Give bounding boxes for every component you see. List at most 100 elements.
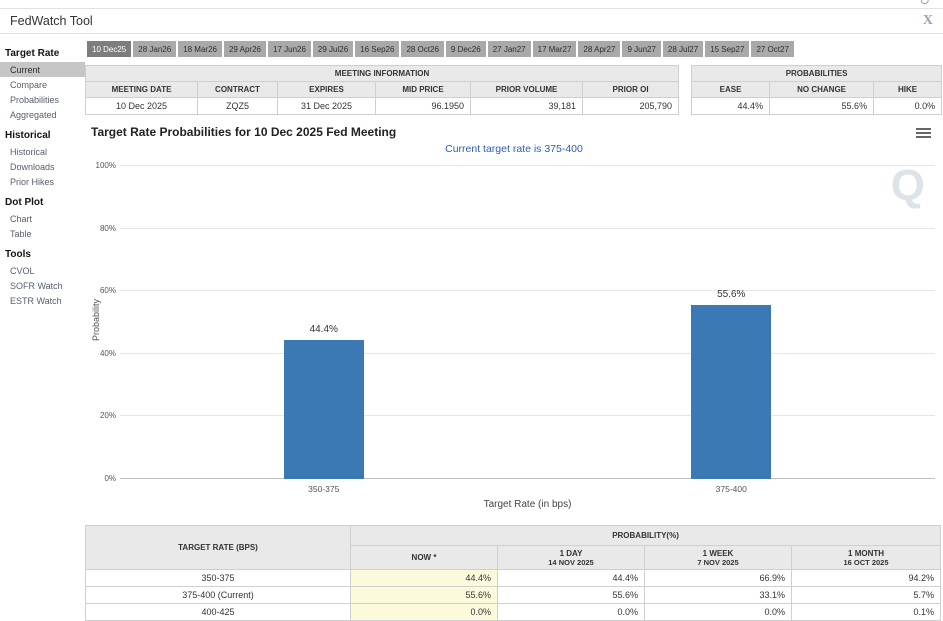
cell-target-rate: 400-425 [85, 603, 351, 621]
sidebar-item-downloads[interactable]: Downloads [10, 161, 55, 172]
cell-mid-price: 96.1950 [375, 97, 471, 115]
cell-probability: 66.9% [644, 569, 792, 587]
cell-probability: 0.0% [350, 603, 498, 621]
meeting-tab-16-sep26[interactable]: 16 Sep26 [355, 41, 400, 57]
sidebar-item-compare[interactable]: Compare [10, 79, 48, 90]
gridline [120, 478, 935, 479]
cell-no-change: 55.6% [769, 97, 875, 115]
cell-ease: 44.4% [691, 97, 771, 115]
sidebar-item-chart[interactable]: Chart [10, 213, 33, 224]
y-axis-tick-label: 80% [99, 223, 116, 233]
meeting-tab-9-jun27[interactable]: 9 Jun27 [622, 41, 661, 57]
meeting-tab-28-jul27[interactable]: 28 Jul27 [662, 41, 704, 57]
y-axis-tick-label: 0% [104, 474, 116, 483]
meeting-tab-18-mar26[interactable]: 18 Mar26 [178, 41, 222, 57]
sidebar-item-probabilities[interactable]: Probabilities [10, 94, 60, 105]
sidebar-item-estr-watch[interactable]: ESTR Watch [10, 295, 62, 306]
cell-expires: 31 Dec 2025 [277, 97, 376, 115]
cell-probability: 33.1% [644, 586, 792, 604]
cell-probability: 0.0% [497, 603, 645, 621]
sidebar-item-sofr-watch[interactable]: SOFR Watch [10, 280, 63, 291]
probability-chart: Target Rate Probabilities for 10 Dec 202… [85, 123, 943, 517]
probability-history-section: TARGET RATE (BPS) PROBABILITY(%) NOW * 1 DA… [85, 525, 943, 621]
cell-prior-oi: 205,790 [581, 97, 680, 115]
column-header-label: NOW * [411, 553, 437, 562]
probabilities-summary-table: PROBABILITIES EASE NO CHANGE HIKE 44.4% 55.6%… [691, 65, 943, 115]
column-header-label: 1 DAY [559, 548, 583, 558]
chart-subtitle: Current target rate is 375-400 [445, 143, 583, 155]
top-strip: ↻ [0, 0, 943, 9]
table-row: 375-400 (Current) 55.6% 55.6% 33.1% 5.7% [85, 586, 942, 604]
meeting-tab-29-jul26[interactable]: 29 Jul26 [312, 41, 354, 57]
chart-title: Target Rate Probabilities for 10 Dec 202… [91, 125, 397, 139]
table-row: 350-375 44.4% 44.4% 66.9% 94.2% [85, 569, 942, 587]
meeting-tab-29-apr26[interactable]: 29 Apr26 [223, 41, 266, 57]
close-icon[interactable]: X [922, 13, 933, 28]
gridline [120, 352, 935, 354]
page-title: FedWatch Tool [10, 14, 93, 28]
info-tables-row: MEETING INFORMATION MEETING DATE CONTRACT E… [84, 65, 943, 115]
cell-meeting-date: 10 Dec 2025 [85, 97, 198, 115]
cell-probability: 0.0% [644, 603, 792, 621]
column-header-meeting-date: MEETING DATE [85, 81, 198, 98]
cell-probability: 0.1% [790, 603, 942, 621]
bar-350-375[interactable] [283, 340, 364, 479]
gridline [120, 227, 935, 229]
meeting-tab-28-jan26[interactable]: 28 Jan26 [133, 41, 177, 57]
meeting-tab-28-oct26[interactable]: 28 Oct26 [401, 41, 444, 57]
y-axis-tick-label: 40% [99, 348, 116, 358]
meeting-tab-10-dec25[interactable]: 10 Dec25 [87, 41, 132, 57]
refresh-icon[interactable]: ↻ [919, 0, 930, 8]
y-axis-title: Probability [91, 298, 101, 342]
column-group-header-probability: PROBABILITY(%) [349, 525, 942, 546]
meeting-tab-28-apr27[interactable]: 28 Apr27 [578, 41, 621, 57]
column-header-label: 1 WEEK [702, 548, 734, 558]
x-axis-tick-label: 350-375 [308, 484, 340, 494]
column-header-label: 1 MONTH [848, 548, 885, 558]
table-group-header: MEETING INFORMATION [84, 65, 680, 82]
main-content: 10 Dec25 28 Jan26 18 Mar26 29 Apr26 17 Jun26… [84, 34, 943, 621]
meeting-tab-15-sep27[interactable]: 15 Sep27 [705, 41, 750, 57]
chart-context-menu-icon[interactable] [916, 128, 931, 140]
column-header-ease: EASE [691, 81, 771, 98]
sidebar-item-table[interactable]: Table [10, 228, 32, 239]
meeting-tab-27-oct27[interactable]: 27 Oct27 [751, 41, 794, 57]
meeting-tab-17-jun26[interactable]: 17 Jun26 [268, 41, 311, 57]
layout: Target Rate Current Compare Probabilities Ag… [0, 34, 943, 621]
cell-contract: ZQZ5 [197, 97, 278, 115]
sidebar-item-cvol[interactable]: CVOL [10, 265, 35, 276]
meeting-tab-9-dec26[interactable]: 9 Dec26 [445, 41, 486, 57]
sidebar-item-current[interactable]: Current [0, 62, 85, 77]
cell-target-rate: 375-400 (Current) [85, 586, 351, 604]
bar-375-400[interactable] [691, 304, 772, 479]
column-header-no-change: NO CHANGE [769, 81, 875, 98]
gridline [120, 165, 935, 166]
cell-probability: 55.6% [350, 586, 498, 604]
cell-probability: 44.4% [497, 569, 645, 587]
column-header-mid-price: MID PRICE [375, 81, 471, 98]
column-header-now: NOW * [350, 545, 498, 570]
meeting-tab-27-jan27[interactable]: 27 Jan27 [487, 41, 531, 57]
column-header-expires: EXPIRES [277, 81, 376, 98]
column-header-1-day: 1 DAY 14 NOV 2025 [497, 545, 645, 570]
table-row: 10 Dec 2025 ZQZ5 31 Dec 2025 96.1950 39,181 2… [85, 97, 680, 115]
table-row: 44.4% 55.6% 0.0% [691, 97, 943, 115]
cell-prior-volume: 39,181 [470, 97, 583, 115]
plot-area: 0% 20% 40% 60% 80% 100% 44.4% 350-375 55.6% 375-4… [96, 161, 935, 494]
sidebar-nav: Target Rate Current Compare Probabilities Ag… [0, 34, 85, 621]
cell-probability: 44.4% [350, 569, 498, 587]
sidebar-item-historical[interactable]: Historical [10, 146, 48, 157]
column-header-contract: CONTRACT [197, 81, 278, 98]
meeting-tab-17-mar27[interactable]: 17 Mar27 [532, 41, 577, 57]
sidebar-item-prior-hikes[interactable]: Prior Hikes [10, 176, 55, 187]
y-axis-tick-label: 20% [99, 411, 116, 421]
x-axis-tick-label: 375-400 [715, 484, 747, 494]
table-row: 400-425 0.0% 0.0% 0.0% 0.1% [85, 603, 942, 621]
cell-hike: 0.0% [873, 97, 943, 115]
column-header-prior-oi: PRIOR OI [581, 81, 680, 98]
column-header-1-week: 1 WEEK 7 NOV 2025 [644, 545, 792, 570]
column-header-1-month: 1 MONTH 16 OCT 2025 [790, 545, 942, 570]
gridline [120, 415, 935, 417]
sidebar-item-aggregated[interactable]: Aggregated [10, 109, 57, 120]
x-axis-title: Target Rate (in bps) [483, 499, 572, 510]
